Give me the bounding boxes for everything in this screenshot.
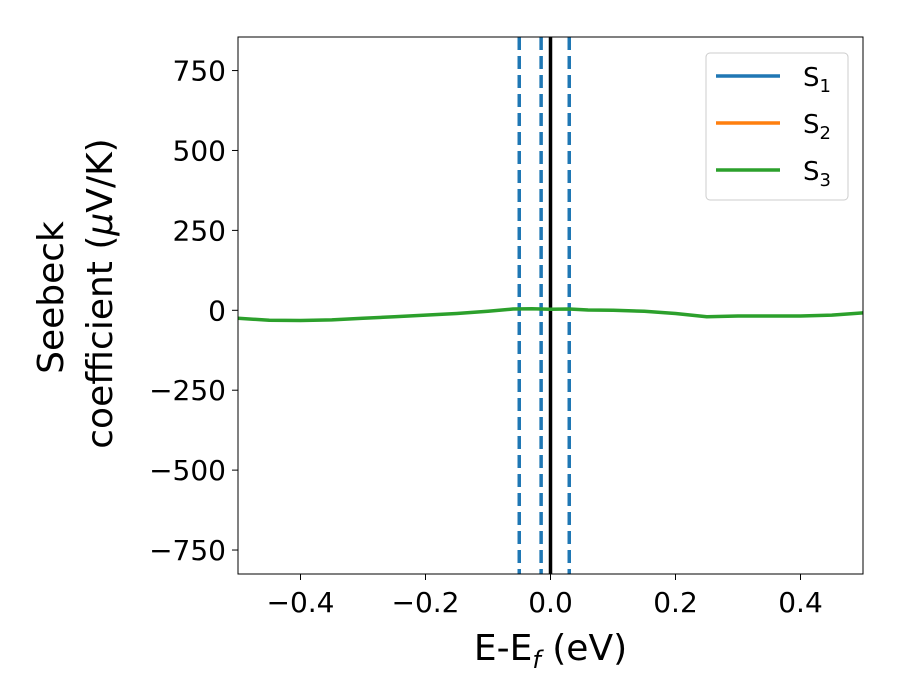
y-tick-label: 500 [173,134,226,167]
y-tick-label: 250 [173,214,226,247]
x-axis-label-unit: (eV) [541,628,627,669]
y-axis-label-line2: coefficient (μV/K) [80,138,121,448]
series-lines [238,306,863,323]
x-tick-label: −0.2 [392,586,460,619]
legend-box [705,52,849,201]
y-axis-label-mu: μ [80,213,121,237]
y-axis-label-line1: Seebeck [31,221,72,374]
y-tick-label: −500 [149,454,226,487]
legend-label-S2: S2 [803,110,831,144]
x-axis-label-main: E-E [474,628,532,669]
x-axis-label: E-Ef (eV) [474,628,627,674]
x-tick-label: −0.4 [267,586,335,619]
y-axis-label: Seebeck coefficient (μV/K) [31,138,121,448]
x-tick-label: 0.2 [653,586,698,619]
y-axis-ticks: 750 500 250 0 −250 −500 −750 [149,55,238,567]
y-tick-label: −250 [149,374,226,407]
reference-lines [517,37,571,574]
legend: S1 S2 S3 [705,52,849,201]
y-axis-label-text: coefficient ( [80,236,121,449]
x-tick-label: 0.0 [528,586,573,619]
y-tick-label: 0 [208,294,226,327]
y-axis-label-unit: V/K) [80,138,121,212]
y-tick-label: −750 [149,534,226,567]
legend-label-S3: S3 [803,157,831,191]
series-line-S3 [238,306,863,323]
x-tick-label: 0.4 [778,586,823,619]
y-tick-label: 750 [173,55,226,88]
legend-label-S1: S1 [803,63,831,97]
x-axis-ticks: −0.4 −0.2 0.0 0.2 0.4 [267,574,823,619]
